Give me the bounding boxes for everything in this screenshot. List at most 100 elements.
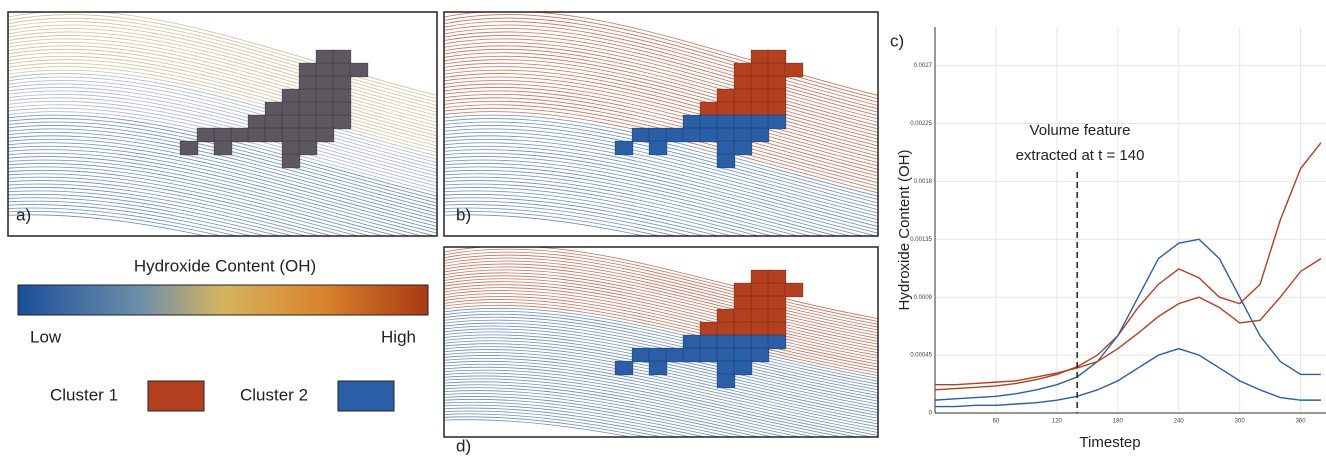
streamline bbox=[444, 53, 878, 136]
block bbox=[666, 128, 684, 142]
block bbox=[751, 89, 769, 103]
figure: a) b) d) Hydroxide Content (OH) Low High… bbox=[0, 0, 1326, 464]
block bbox=[768, 76, 786, 90]
block bbox=[717, 89, 735, 103]
block bbox=[751, 309, 769, 323]
streamline bbox=[444, 167, 878, 247]
annotation-text: extracted at t = 140 bbox=[1016, 147, 1145, 164]
block bbox=[666, 348, 684, 362]
line-chart: 00.000450.00090.001350.00180.002250.0027… bbox=[896, 27, 1326, 451]
block bbox=[785, 63, 803, 77]
streamline bbox=[8, 156, 437, 236]
block bbox=[734, 128, 752, 142]
block bbox=[751, 270, 769, 284]
colorbar-title: Hydroxide Content (OH) bbox=[134, 256, 316, 275]
block bbox=[751, 76, 769, 90]
block bbox=[316, 63, 334, 77]
block bbox=[683, 128, 701, 142]
block bbox=[717, 335, 735, 349]
x-tick-label: 360 bbox=[1296, 419, 1307, 425]
render bbox=[444, 11, 878, 294]
y-tick-label: 0.00135 bbox=[910, 237, 932, 243]
streamline bbox=[8, 167, 437, 247]
block bbox=[350, 63, 368, 77]
y-tick-label: 0.0018 bbox=[914, 179, 933, 185]
block bbox=[180, 141, 198, 155]
render bbox=[8, 11, 437, 294]
block bbox=[231, 128, 249, 142]
block bbox=[768, 309, 786, 323]
block bbox=[632, 128, 650, 142]
streamline bbox=[8, 56, 437, 139]
streamline bbox=[8, 160, 437, 240]
block bbox=[632, 348, 650, 362]
x-tick-label: 300 bbox=[1235, 419, 1246, 425]
block bbox=[717, 141, 735, 155]
block bbox=[717, 322, 735, 336]
block bbox=[734, 348, 752, 362]
colorbar bbox=[18, 285, 428, 315]
block bbox=[649, 128, 667, 142]
block bbox=[282, 115, 300, 129]
block bbox=[649, 141, 667, 155]
y-tick-label: 0.00225 bbox=[910, 121, 932, 127]
streamline bbox=[444, 382, 878, 450]
block bbox=[299, 115, 317, 129]
block bbox=[734, 296, 752, 310]
block bbox=[333, 102, 351, 116]
page: {"panels": {"a": "a)", "b": "b)", "d": "… bbox=[0, 0, 1326, 464]
streamline bbox=[444, 420, 878, 464]
block bbox=[717, 374, 735, 388]
block bbox=[282, 154, 300, 168]
block bbox=[768, 89, 786, 103]
block bbox=[734, 335, 752, 349]
block bbox=[649, 348, 667, 362]
block bbox=[615, 361, 633, 375]
legend-label: Cluster 2 bbox=[240, 385, 308, 404]
streamline bbox=[444, 160, 878, 240]
block bbox=[717, 154, 735, 168]
block bbox=[717, 102, 735, 116]
block bbox=[717, 361, 735, 375]
block bbox=[734, 141, 752, 155]
block bbox=[700, 102, 718, 116]
streamline bbox=[8, 53, 437, 136]
legend-label: Cluster 1 bbox=[50, 385, 118, 404]
block bbox=[734, 89, 752, 103]
legend-swatch bbox=[338, 381, 394, 411]
legend-swatch bbox=[148, 381, 204, 411]
block bbox=[700, 335, 718, 349]
block bbox=[768, 335, 786, 349]
block bbox=[734, 283, 752, 297]
block bbox=[197, 128, 215, 142]
streamline bbox=[444, 56, 878, 139]
block bbox=[768, 102, 786, 116]
block bbox=[282, 102, 300, 116]
block bbox=[768, 50, 786, 64]
block bbox=[214, 141, 232, 155]
y-axis-title: Hydroxide Content (OH) bbox=[896, 150, 913, 311]
streamline bbox=[444, 156, 878, 236]
block bbox=[299, 63, 317, 77]
block bbox=[333, 63, 351, 77]
block bbox=[700, 115, 718, 129]
block bbox=[683, 348, 701, 362]
streamline bbox=[444, 402, 878, 464]
block bbox=[734, 115, 752, 129]
block bbox=[717, 309, 735, 323]
block bbox=[700, 348, 718, 362]
block bbox=[333, 50, 351, 64]
block bbox=[700, 322, 718, 336]
block bbox=[751, 50, 769, 64]
streamline bbox=[444, 385, 878, 453]
block bbox=[683, 335, 701, 349]
block bbox=[683, 115, 701, 129]
block bbox=[768, 270, 786, 284]
block bbox=[333, 76, 351, 90]
block bbox=[768, 296, 786, 310]
x-tick-label: 180 bbox=[1113, 419, 1124, 425]
colorbar-high: High bbox=[381, 327, 416, 346]
block bbox=[649, 361, 667, 375]
renders bbox=[8, 11, 878, 464]
block bbox=[316, 102, 334, 116]
